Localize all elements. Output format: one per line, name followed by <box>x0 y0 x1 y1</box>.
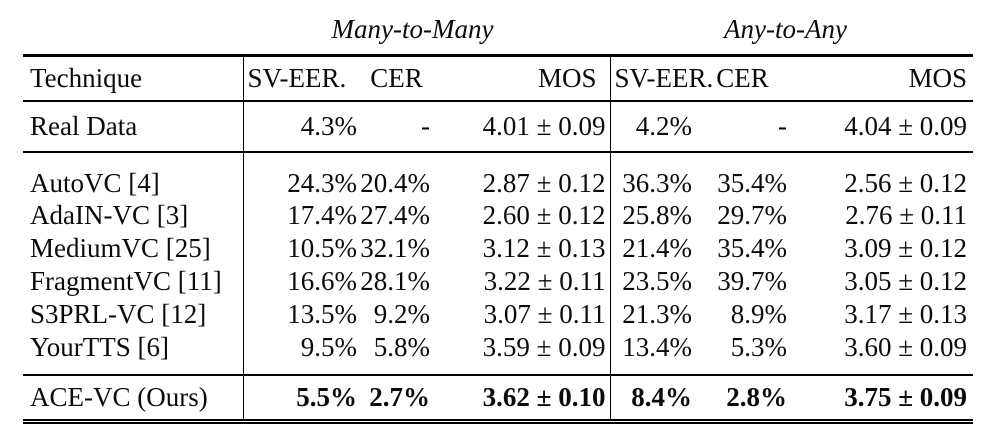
value-cell: 27.4% <box>360 200 430 230</box>
table-row-s3prl-vc: S3PRL-VC [12] 13.5% 9.2% 3.07 ± 0.11 21.… <box>23 298 973 331</box>
value-cell: 3.59 ± 0.09 <box>433 331 610 376</box>
value-cell: 3.05 ± 0.12 <box>844 266 968 296</box>
value-cell: 5.8% <box>360 331 433 376</box>
value-cell: - <box>360 101 433 153</box>
value-cell: 39.7% <box>717 266 787 296</box>
value-cell: 4.04 ± 0.09 <box>790 101 974 153</box>
value-cell: 3.60 ± 0.09 <box>790 331 974 376</box>
value-cell: 3.62 ± 0.10 <box>433 375 610 424</box>
value-cell: 25.8% <box>609 199 695 232</box>
value-cell: 8.9% <box>730 299 787 329</box>
technique-cell: S3PRL-VC [12] <box>30 299 207 329</box>
value-cell: 21.3% <box>609 298 695 331</box>
value-cell: 2.87 ± 0.12 <box>482 167 606 198</box>
results-table: Many-to-Many Any-to-Any Technique SV-EER… <box>23 0 974 424</box>
table-row-yourtts: YourTTS [6] 9.5% 5.8% 3.59 ± 0.09 13.4% … <box>23 331 974 376</box>
table-row-autovc: AutoVC [4] 24.3% 20.4% 2.87 ± 0.12 36.3%… <box>23 152 973 199</box>
technique-cell: YourTTS [6] <box>23 331 243 376</box>
value-cell: 4.2% <box>609 101 695 153</box>
column-header-row: Technique SV-EER. CER MOS SV-EER. CER MO… <box>23 55 974 102</box>
value-cell: 2.76 ± 0.11 <box>845 200 968 230</box>
column-header-technique: Technique <box>23 55 243 102</box>
value-cell: 13.4% <box>609 331 695 376</box>
value-cell: 5.3% <box>695 331 790 376</box>
value-cell: 3.75 ± 0.09 <box>790 375 974 424</box>
group-header-any-to-any: Any-to-Any <box>610 0 974 57</box>
column-header-mos-m2m: MOS <box>433 55 610 102</box>
value-cell: 13.5% <box>242 298 360 331</box>
value-cell: 3.07 ± 0.11 <box>483 299 606 329</box>
value-cell: 2.60 ± 0.12 <box>482 200 606 230</box>
value-cell: 23.5% <box>609 265 695 298</box>
value-cell: 20.4% <box>360 167 430 198</box>
value-cell: 29.7% <box>717 200 787 230</box>
table-row-ace-vc-ours: ACE-VC (Ours) 5.5% 2.7% 3.62 ± 0.10 8.4%… <box>23 375 974 424</box>
value-cell: 17.4% <box>242 199 360 232</box>
value-cell: 21.4% <box>609 232 695 265</box>
value-cell: 28.1% <box>360 266 430 296</box>
value-cell: 35.4% <box>717 233 787 263</box>
value-cell: 3.17 ± 0.13 <box>844 299 968 329</box>
value-cell: 2.56 ± 0.12 <box>844 167 968 198</box>
value-cell: 10.5% <box>242 232 360 265</box>
value-cell: 9.2% <box>373 299 430 329</box>
technique-cell: Real Data <box>23 101 243 153</box>
value-cell: 3.09 ± 0.12 <box>844 233 968 263</box>
value-cell: 3.12 ± 0.13 <box>482 233 606 263</box>
technique-cell: FragmentVC [11] <box>30 266 222 296</box>
technique-cell: ACE-VC (Ours) <box>23 375 243 424</box>
column-header-mos-a2a: MOS <box>790 55 974 102</box>
value-cell: 2.8% <box>695 375 790 424</box>
value-cell: 35.4% <box>717 167 787 198</box>
column-header-sv-eer-m2m: SV-EER. <box>242 55 360 102</box>
value-cell: 3.22 ± 0.11 <box>483 266 606 296</box>
value-cell: 5.5% <box>242 375 360 424</box>
table-row-adain-vc: AdaIN-VC [3] 17.4% 27.4% 2.60 ± 0.12 25.… <box>23 199 973 232</box>
technique-cell: AdaIN-VC [3] <box>30 200 189 230</box>
value-cell: 16.6% <box>242 265 360 298</box>
value-cell: 4.01 ± 0.09 <box>433 101 610 153</box>
group-header-row: Many-to-Many Any-to-Any <box>23 0 974 57</box>
group-header-spacer <box>23 0 243 57</box>
table-row-mediumvc: MediumVC [25] 10.5% 32.1% 3.12 ± 0.13 21… <box>23 232 973 265</box>
value-cell: 24.3% <box>242 152 360 199</box>
technique-cell: MediumVC [25] <box>30 233 211 263</box>
column-header-cer-a2a: CER <box>695 55 790 102</box>
table-row-fragmentvc: FragmentVC [11] 16.6% 28.1% 3.22 ± 0.11 … <box>23 265 973 298</box>
value-cell: 36.3% <box>609 152 695 199</box>
value-cell: 32.1% <box>360 233 430 263</box>
value-cell: 2.7% <box>360 375 433 424</box>
column-header-cer-m2m: CER <box>360 55 433 102</box>
value-cell: - <box>695 101 790 153</box>
group-header-many-to-many: Many-to-Many <box>243 0 610 57</box>
table-row-real-data: Real Data 4.3% - 4.01 ± 0.09 4.2% - 4.04… <box>23 101 974 153</box>
value-cell: 9.5% <box>242 331 360 376</box>
column-header-sv-eer-a2a: SV-EER. <box>609 55 713 102</box>
value-cell: 4.3% <box>242 101 360 153</box>
technique-cell: AutoVC [4] <box>30 167 160 198</box>
value-cell: 8.4% <box>609 375 695 424</box>
